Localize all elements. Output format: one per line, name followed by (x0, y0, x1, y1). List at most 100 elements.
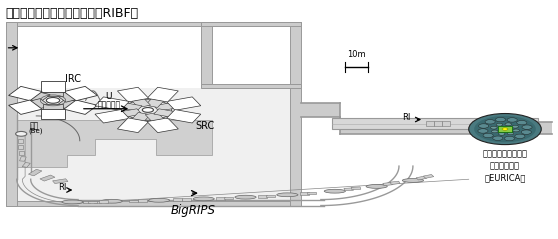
Polygon shape (224, 197, 233, 199)
Ellipse shape (193, 197, 214, 201)
Circle shape (492, 130, 498, 133)
Text: 標的: 標的 (30, 122, 39, 130)
Polygon shape (83, 201, 90, 203)
Polygon shape (300, 192, 309, 195)
Bar (498, 126, 512, 132)
Polygon shape (216, 197, 225, 200)
Text: BigRIPS: BigRIPS (170, 204, 215, 217)
Circle shape (483, 133, 493, 138)
Polygon shape (307, 192, 316, 194)
Ellipse shape (148, 198, 170, 202)
Polygon shape (383, 182, 393, 186)
Polygon shape (117, 118, 149, 133)
Circle shape (496, 123, 503, 126)
Polygon shape (41, 81, 65, 92)
Circle shape (493, 136, 503, 140)
Text: 大強度重イオン加速器施設（RIBF）: 大強度重イオン加速器施設（RIBF） (6, 7, 139, 20)
Circle shape (522, 125, 532, 129)
Circle shape (507, 132, 514, 135)
Circle shape (474, 116, 536, 142)
Polygon shape (52, 179, 68, 184)
Circle shape (479, 124, 489, 128)
Circle shape (513, 129, 519, 132)
Polygon shape (43, 104, 63, 115)
Polygon shape (19, 151, 23, 155)
Polygon shape (166, 109, 201, 123)
Ellipse shape (101, 199, 122, 203)
Polygon shape (17, 120, 212, 167)
Polygon shape (64, 86, 98, 101)
Bar (332, 118, 538, 129)
Polygon shape (258, 195, 267, 198)
Bar (201, 84, 301, 88)
Polygon shape (154, 103, 174, 111)
Circle shape (521, 130, 531, 134)
Polygon shape (43, 86, 63, 97)
Bar (17, 88, 290, 201)
Polygon shape (145, 99, 164, 107)
Polygon shape (94, 201, 102, 203)
Circle shape (478, 129, 488, 133)
Polygon shape (18, 139, 23, 143)
Polygon shape (88, 201, 97, 203)
Polygon shape (28, 169, 42, 176)
Polygon shape (147, 118, 179, 133)
Polygon shape (301, 103, 552, 134)
Circle shape (142, 108, 153, 112)
Ellipse shape (235, 195, 256, 199)
Circle shape (496, 117, 506, 122)
Circle shape (16, 131, 27, 136)
Polygon shape (132, 99, 151, 107)
Circle shape (46, 98, 60, 103)
Polygon shape (129, 200, 138, 202)
Polygon shape (56, 90, 87, 102)
Text: IRC: IRC (65, 75, 80, 84)
Polygon shape (426, 121, 434, 126)
Polygon shape (132, 113, 151, 121)
Text: (Be): (Be) (28, 127, 43, 134)
Circle shape (504, 136, 514, 141)
Polygon shape (434, 121, 442, 126)
Polygon shape (416, 176, 426, 180)
Text: U: U (105, 92, 112, 101)
Polygon shape (22, 163, 30, 167)
Polygon shape (41, 109, 65, 119)
Polygon shape (344, 188, 354, 191)
Circle shape (507, 118, 517, 122)
Bar (6, 22, 301, 26)
Polygon shape (266, 195, 275, 197)
Circle shape (517, 120, 527, 125)
Polygon shape (56, 99, 87, 111)
Polygon shape (8, 100, 42, 114)
Polygon shape (182, 198, 191, 201)
Polygon shape (95, 109, 129, 123)
Circle shape (469, 114, 541, 145)
Circle shape (498, 132, 505, 135)
Polygon shape (390, 181, 400, 185)
Polygon shape (18, 145, 23, 149)
Polygon shape (145, 113, 164, 121)
Circle shape (505, 123, 512, 126)
Text: RI: RI (402, 113, 410, 121)
Polygon shape (95, 97, 129, 110)
Polygon shape (64, 100, 98, 114)
Bar (201, 22, 301, 26)
Circle shape (515, 134, 525, 138)
Text: （ウラン）: （ウラン） (98, 101, 121, 109)
Circle shape (512, 125, 518, 128)
Polygon shape (173, 198, 182, 201)
Ellipse shape (402, 179, 424, 182)
Circle shape (502, 128, 508, 130)
Text: RI: RI (59, 183, 67, 192)
Circle shape (485, 120, 495, 124)
Polygon shape (154, 109, 174, 117)
Polygon shape (20, 157, 26, 161)
Ellipse shape (62, 200, 83, 204)
Polygon shape (71, 201, 79, 203)
Polygon shape (351, 187, 361, 190)
Ellipse shape (277, 193, 298, 197)
Polygon shape (19, 90, 50, 102)
Polygon shape (424, 174, 434, 178)
Polygon shape (147, 87, 179, 102)
Bar (290, 22, 301, 84)
